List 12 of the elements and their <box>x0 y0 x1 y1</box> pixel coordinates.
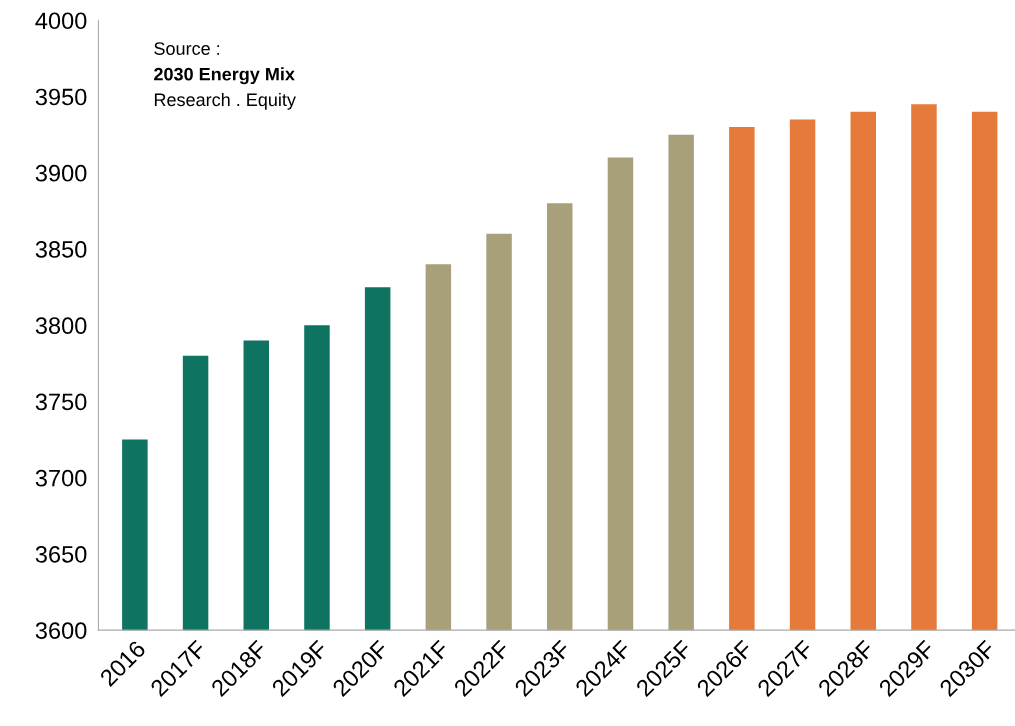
y-tick-label: 3950 <box>35 88 87 106</box>
y-tick-label: 3900 <box>35 164 87 182</box>
y-tick-label: 3750 <box>35 393 87 411</box>
y-tick-label: 3700 <box>35 469 87 487</box>
y-tick-label: 3650 <box>35 546 87 563</box>
y-tick-label: 3600 <box>35 622 87 639</box>
annotation: Source : <box>154 42 220 55</box>
y-tick-label: 4000 <box>35 12 87 30</box>
y-tick-label: 3800 <box>35 317 87 335</box>
annotation: Research . Equity <box>154 92 296 110</box>
annotation: 2030 Energy Mix <box>154 67 295 85</box>
y-tick-label: 3850 <box>35 241 87 258</box>
